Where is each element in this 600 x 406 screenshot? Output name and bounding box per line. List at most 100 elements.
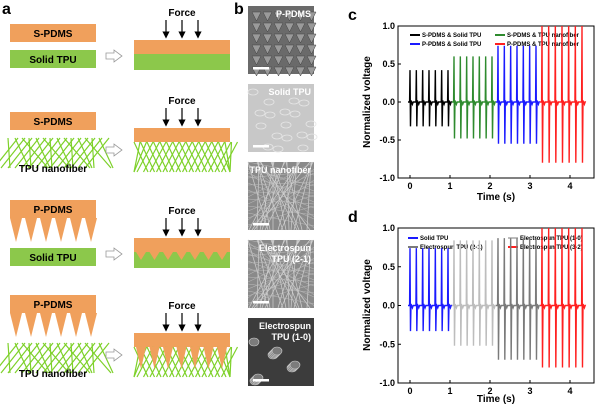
right-top-layer bbox=[134, 238, 230, 252]
chart-d-series bbox=[408, 227, 587, 368]
chart-c-series-3-line bbox=[540, 25, 587, 163]
left-top-label: P-PDMS bbox=[34, 205, 73, 216]
pyramid-tip bbox=[203, 347, 214, 369]
left-bottom-layer bbox=[10, 50, 96, 68]
scale-bar bbox=[253, 67, 269, 70]
left-top-layer bbox=[10, 200, 96, 218]
chart-d-series-2-line bbox=[496, 238, 541, 360]
pyramid-tip bbox=[176, 252, 187, 260]
right-top-layer bbox=[134, 333, 230, 347]
left-fiber-mesh bbox=[0, 137, 114, 169]
sem-image-label: TPU nanofiber bbox=[249, 165, 311, 175]
panel-a-schematics: S-PDMS Solid TPU Force S-PDMS TPU nanofiber F… bbox=[0, 8, 239, 380]
chart-c-series-2-line bbox=[496, 45, 541, 144]
chart-c-xlabel: Time (s) bbox=[477, 192, 515, 203]
sem-image-label: Electrospun bbox=[259, 321, 311, 331]
chart-c-xtick-label: 1 bbox=[447, 181, 452, 191]
chart-c-ticks: -1.0 -0.5 0.0 0.5 1.0 0 1 2 3 4 bbox=[379, 21, 572, 191]
sem-image-label: P-PDMS bbox=[276, 9, 311, 19]
chart-d-ytick-label: -0.5 bbox=[379, 339, 395, 349]
legend-c-1-label: S-PDMS & TPU nanofiber bbox=[507, 33, 580, 39]
left-bottom-label: TPU nanofiber bbox=[19, 369, 87, 380]
pyramid-tip bbox=[163, 252, 173, 260]
left-fiber-mesh bbox=[0, 342, 114, 374]
legend-d-1-label: Electrospun TPU (1-0) bbox=[520, 236, 583, 242]
chart-c-series bbox=[408, 25, 587, 163]
chart-c-legend: S-PDMS & Solid TPU S-PDMS & TPU nanofibe… bbox=[410, 33, 580, 48]
pyramid-tip bbox=[203, 252, 214, 260]
chart-c-series-1-line bbox=[452, 56, 497, 139]
pyramid-tip bbox=[25, 218, 37, 242]
transition-arrow-icon bbox=[105, 247, 123, 261]
scale-bar bbox=[253, 379, 269, 382]
force-label: Force bbox=[168, 206, 196, 217]
chart-d-ytick-label: 1.0 bbox=[382, 223, 395, 233]
chart-c-ytick-label: 0.0 bbox=[382, 97, 395, 107]
pyramid-tip bbox=[85, 313, 97, 337]
chart-d-ylabel: Normalized voltage bbox=[362, 259, 373, 351]
chart-d-xlabel: Time (s) bbox=[477, 394, 515, 405]
left-top-label: P-PDMS bbox=[34, 300, 73, 311]
pyramid-tip bbox=[149, 252, 160, 260]
chart-d-ticks: -1.0 -0.5 0.0 0.5 1.0 0 1 2 3 4 bbox=[379, 223, 572, 396]
right-fiber-mesh bbox=[133, 141, 239, 173]
chart-d-series-1-line bbox=[452, 240, 497, 346]
pyramid-tip bbox=[136, 347, 146, 369]
left-top-label: S-PDMS bbox=[34, 117, 73, 128]
legend-d-3-label: Electrospun TPU (3-2) bbox=[520, 245, 583, 251]
pyramid-tip bbox=[55, 218, 67, 242]
left-top-label: S-PDMS bbox=[34, 29, 73, 40]
left-bottom-label: Solid TPU bbox=[29, 55, 76, 66]
panel-c-chart: S-PDMS & Solid TPU S-PDMS & TPU nanofibe… bbox=[362, 21, 595, 203]
panel-label-d: d bbox=[348, 209, 358, 226]
pyramid-tip bbox=[217, 252, 227, 260]
pyramid-tip bbox=[136, 252, 146, 260]
scale-bar bbox=[253, 301, 269, 304]
transition-arrow-icon bbox=[105, 49, 123, 63]
left-top-layer bbox=[10, 295, 96, 313]
pyramid-tip bbox=[10, 218, 22, 242]
left-top-layer bbox=[10, 112, 96, 130]
pyramid-tip bbox=[70, 313, 82, 337]
chart-c-xtick-label: 4 bbox=[567, 181, 572, 191]
force-label: Force bbox=[168, 8, 196, 19]
force-label: Force bbox=[168, 96, 196, 107]
chart-d-legend: Solid TPU Electrospun TPU (1-0) Electros… bbox=[408, 236, 583, 251]
legend-d-0-label: Solid TPU bbox=[420, 236, 448, 242]
pyramid-tip bbox=[190, 347, 200, 369]
transition-arrow-icon bbox=[105, 348, 123, 362]
scale-bar bbox=[253, 223, 269, 226]
chart-d-series-0-line bbox=[408, 248, 453, 332]
chart-d-xtick-label: 2 bbox=[487, 386, 492, 396]
panel-label-c: c bbox=[348, 7, 357, 24]
sem-image-label: Solid TPU bbox=[269, 87, 312, 97]
transition-arrow-icon bbox=[105, 143, 123, 157]
left-top-layer bbox=[10, 24, 96, 42]
left-bottom-label: Solid TPU bbox=[29, 253, 76, 264]
force-label: Force bbox=[168, 301, 196, 312]
chart-c-ytick-label: 1.0 bbox=[382, 21, 395, 31]
chart-c-ytick-label: -1.0 bbox=[379, 173, 395, 183]
pyramid-tip bbox=[40, 218, 52, 242]
right-top-layer bbox=[134, 40, 230, 54]
legend-d-2-label: Electrospun TPU (2-1) bbox=[420, 245, 483, 251]
chart-d-xtick-label: 1 bbox=[447, 386, 452, 396]
chart-c-ytick-label: 0.5 bbox=[382, 59, 395, 69]
panel-b-sem-images: P-PDMS Solid TPU TPU nanofiber ElectrospunT… bbox=[247, 6, 318, 386]
pyramid-tip bbox=[176, 347, 187, 369]
pyramid-tip bbox=[149, 347, 160, 369]
pyramid-tip bbox=[25, 313, 37, 337]
chart-d-ytick-label: 0.0 bbox=[382, 301, 395, 311]
schematic-row-2: P-PDMS Solid TPU Force bbox=[10, 200, 230, 268]
chart-d-series-3-line bbox=[540, 227, 587, 368]
pyramid-tip bbox=[163, 347, 173, 369]
sem-image-label: Electrospun bbox=[259, 243, 311, 253]
legend-c-2-label: P-PDMS & Solid TPU bbox=[422, 42, 481, 48]
chart-d-xtick-label: 0 bbox=[407, 386, 412, 396]
legend-c-3-label: P-PDMS & TPU nanofiber bbox=[507, 42, 580, 48]
chart-d-xtick-label: 4 bbox=[567, 386, 572, 396]
pyramid-tip bbox=[40, 313, 52, 337]
